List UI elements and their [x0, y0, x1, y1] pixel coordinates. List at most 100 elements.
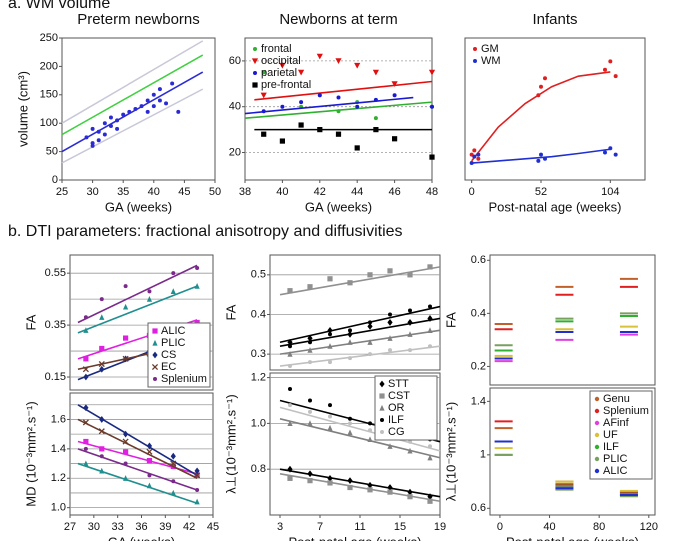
marker	[372, 69, 379, 76]
marker	[379, 380, 385, 388]
legend-label: ALIC	[603, 465, 628, 477]
marker	[308, 409, 312, 414]
legend-label: frontal	[261, 43, 292, 55]
marker	[373, 116, 378, 121]
marker	[99, 345, 105, 352]
marker	[392, 136, 398, 142]
y-tick-label: 1.4	[471, 395, 486, 407]
marker	[145, 109, 150, 114]
y-tick-label: 0.6	[471, 254, 486, 266]
y-tick-label: 0	[52, 174, 58, 186]
marker	[279, 62, 286, 69]
marker	[123, 303, 129, 310]
marker	[355, 104, 360, 109]
x-tick-label: 33	[112, 521, 124, 533]
marker	[253, 47, 257, 51]
y-tick-label: 60	[229, 55, 241, 67]
y-tick-label: 1.6	[51, 413, 66, 425]
fit-line	[77, 462, 198, 505]
x-tick-label: 30	[88, 521, 100, 533]
legend-label: Splenium	[161, 373, 207, 385]
y-tick-label: 0.4	[251, 308, 266, 320]
marker	[261, 131, 267, 137]
y-tick-label: 1.2	[251, 371, 266, 383]
marker	[428, 69, 436, 76]
legend-label: ILF	[388, 414, 404, 426]
marker	[327, 276, 333, 282]
y-tick-label: 0.4	[471, 307, 486, 319]
x-axis-label: Post-natal age (weeks)	[506, 534, 639, 541]
marker	[367, 272, 373, 278]
y-tick-label: 0.35	[45, 319, 66, 331]
x-tick-label: 25	[56, 186, 68, 198]
x-tick-label: 39	[159, 521, 171, 533]
legend-box	[374, 375, 438, 441]
fit-line	[254, 80, 433, 101]
fit-line	[279, 317, 441, 347]
x-tick-label: 44	[351, 186, 363, 198]
marker	[83, 446, 88, 451]
x-tick-label: 40	[276, 186, 288, 198]
marker	[427, 498, 433, 504]
x-axis-label: GA (weeks)	[108, 534, 175, 541]
marker	[99, 314, 105, 320]
y-tick-label: 50	[46, 146, 58, 158]
y-axis-label: MD (10⁻³mm².s⁻¹)	[23, 401, 38, 506]
chart-title: Infants	[532, 11, 577, 28]
marker	[348, 421, 352, 426]
marker	[151, 104, 156, 109]
marker	[613, 152, 618, 157]
marker	[298, 122, 304, 128]
marker	[164, 101, 169, 106]
marker	[469, 152, 474, 157]
marker	[90, 126, 95, 131]
legend-label: CST	[388, 390, 410, 402]
fit-line	[61, 71, 204, 153]
marker	[288, 387, 292, 392]
fit-line	[244, 101, 433, 119]
marker	[96, 138, 101, 143]
legend-marker	[594, 432, 600, 438]
x-tick-label: 50	[209, 186, 221, 198]
marker	[108, 115, 113, 120]
marker	[307, 420, 313, 426]
x-tick-label: 30	[86, 186, 98, 198]
y-tick-label: 1.2	[51, 472, 66, 484]
x-tick-label: 120	[640, 521, 658, 533]
x-tick-label: 0	[497, 521, 503, 533]
legend-label: OR	[388, 402, 405, 414]
x-tick-label: 104	[601, 186, 619, 198]
marker	[473, 47, 477, 51]
marker	[476, 156, 481, 161]
marker	[176, 109, 181, 114]
y-tick-label: 0.6	[471, 502, 486, 514]
marker	[472, 154, 477, 159]
marker	[123, 335, 129, 341]
marker	[348, 328, 352, 333]
marker	[427, 264, 433, 270]
section-title: a. WM volume	[8, 0, 110, 12]
legend-label: Genu	[603, 393, 630, 405]
marker	[261, 70, 266, 75]
marker	[335, 131, 342, 137]
marker	[379, 404, 385, 411]
legend-label: Splenium	[603, 405, 649, 417]
x-axis-label: GA (weeks)	[105, 199, 172, 214]
marker	[123, 284, 128, 289]
marker	[539, 152, 543, 157]
marker	[328, 403, 332, 408]
legend-label: occipital	[261, 55, 301, 67]
marker	[387, 268, 393, 274]
marker	[317, 93, 322, 98]
marker	[251, 58, 259, 65]
marker	[287, 351, 293, 357]
marker	[152, 351, 158, 359]
marker	[171, 271, 176, 276]
y-tick-label: 1.0	[251, 417, 266, 429]
marker	[115, 126, 120, 131]
legend-label: pre-frontal	[261, 79, 311, 91]
marker	[288, 344, 292, 349]
y-tick-label: 20	[229, 146, 241, 158]
y-tick-label: 150	[40, 89, 58, 101]
